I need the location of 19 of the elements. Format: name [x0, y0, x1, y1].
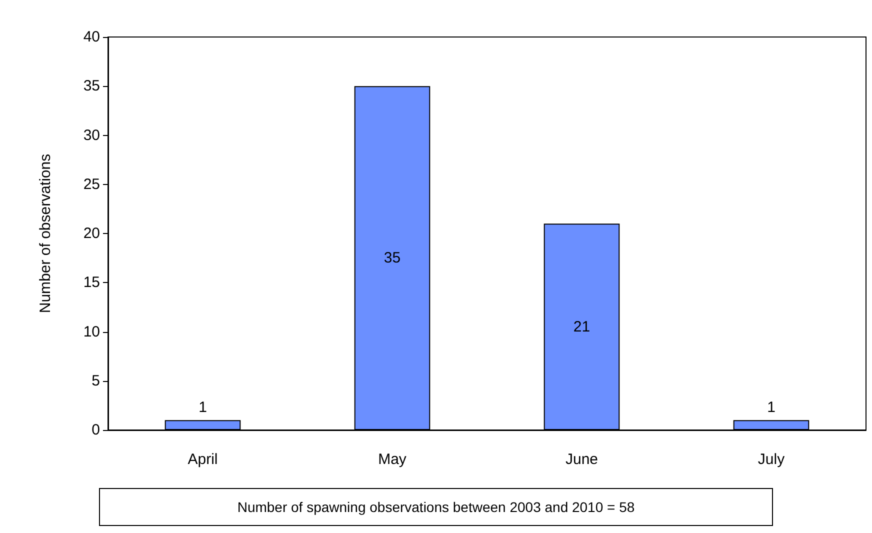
data-label: 1 — [767, 399, 776, 416]
y-tick-label: 30 — [83, 126, 100, 144]
data-label: 21 — [573, 318, 590, 336]
y-tick-label: 25 — [83, 176, 100, 193]
y-tick-label: 5 — [92, 372, 100, 390]
x-tick-label: May — [378, 451, 407, 468]
y-tick-label: 35 — [83, 78, 100, 95]
y-tick-label: 20 — [83, 225, 100, 242]
data-label: 1 — [198, 399, 207, 416]
x-tick-label: April — [188, 451, 218, 468]
y-tick-label: 0 — [92, 422, 100, 438]
data-label: 35 — [384, 250, 401, 267]
y-tick-label: 40 — [83, 28, 100, 46]
y-tick-label: 15 — [83, 274, 100, 292]
text: Number of spawning observations between 2003 and 2010 = 58 — [237, 499, 635, 515]
x-tick-label: June — [565, 451, 598, 468]
x-tick-label: July — [758, 451, 786, 468]
y-axis-title: Number of observations — [37, 154, 54, 314]
y-tick-label: 10 — [83, 323, 100, 340]
